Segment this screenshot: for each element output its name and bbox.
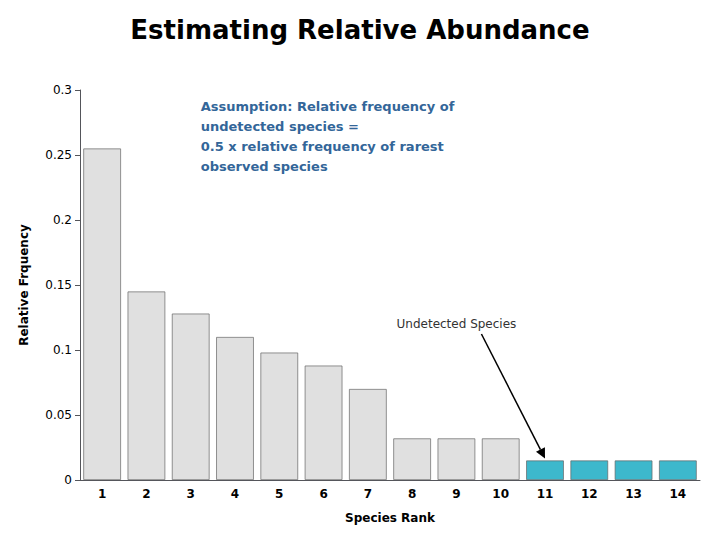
- svg-text:Species Rank: Species Rank: [345, 511, 436, 525]
- svg-text:Relative Frquency: Relative Frquency: [17, 224, 31, 346]
- svg-text:0.5 x relative frequency of ra: 0.5 x relative frequency of rarest: [201, 139, 444, 154]
- svg-text:13: 13: [625, 487, 642, 501]
- svg-text:0.15: 0.15: [45, 278, 72, 292]
- svg-text:observed species: observed species: [201, 159, 328, 174]
- svg-text:1: 1: [98, 487, 106, 501]
- svg-text:2: 2: [142, 487, 150, 501]
- svg-text:3: 3: [187, 487, 195, 501]
- svg-text:Estimating Relative Abundance: Estimating Relative Abundance: [130, 15, 589, 45]
- svg-text:0.2: 0.2: [53, 213, 72, 227]
- svg-text:8: 8: [408, 487, 416, 501]
- svg-text:6: 6: [319, 487, 327, 501]
- svg-text:12: 12: [581, 487, 598, 501]
- svg-text:4: 4: [231, 487, 239, 501]
- svg-text:0.25: 0.25: [45, 148, 72, 162]
- svg-text:9: 9: [452, 487, 460, 501]
- svg-text:Assumption: Relative frequency: Assumption: Relative frequency of: [201, 99, 455, 114]
- svg-text:11: 11: [537, 487, 554, 501]
- svg-text:7: 7: [364, 487, 372, 501]
- svg-text:0.3: 0.3: [53, 83, 72, 97]
- svg-text:Undetected Species: Undetected Species: [397, 317, 517, 331]
- svg-text:5: 5: [275, 487, 283, 501]
- svg-text:0.05: 0.05: [45, 408, 72, 422]
- svg-text:14: 14: [670, 487, 687, 501]
- svg-text:10: 10: [492, 487, 509, 501]
- svg-text:0.1: 0.1: [53, 343, 72, 357]
- svg-text:0: 0: [64, 473, 72, 487]
- svg-text:undetected species =: undetected species =: [201, 119, 359, 134]
